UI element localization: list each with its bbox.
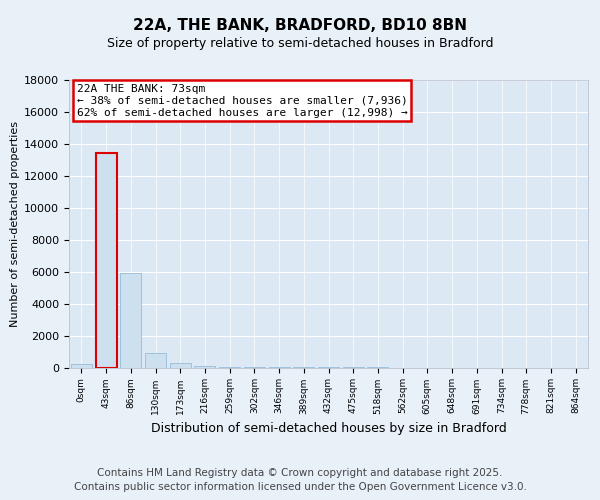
Bar — [71, 364, 92, 368]
Y-axis label: Number of semi-detached properties: Number of semi-detached properties — [10, 120, 20, 327]
X-axis label: Distribution of semi-detached houses by size in Bradford: Distribution of semi-detached houses by … — [151, 422, 506, 435]
Text: Contains HM Land Registry data © Crown copyright and database right 2025.
Contai: Contains HM Land Registry data © Crown c… — [74, 468, 526, 492]
Bar — [194, 366, 215, 368]
Text: 22A THE BANK: 73sqm
← 38% of semi-detached houses are smaller (7,936)
62% of sem: 22A THE BANK: 73sqm ← 38% of semi-detach… — [77, 84, 407, 117]
Text: 22A, THE BANK, BRADFORD, BD10 8BN: 22A, THE BANK, BRADFORD, BD10 8BN — [133, 18, 467, 32]
Bar — [170, 362, 191, 368]
Text: Size of property relative to semi-detached houses in Bradford: Size of property relative to semi-detach… — [107, 38, 493, 51]
Bar — [145, 353, 166, 368]
Bar — [120, 274, 141, 368]
Bar — [95, 154, 116, 368]
